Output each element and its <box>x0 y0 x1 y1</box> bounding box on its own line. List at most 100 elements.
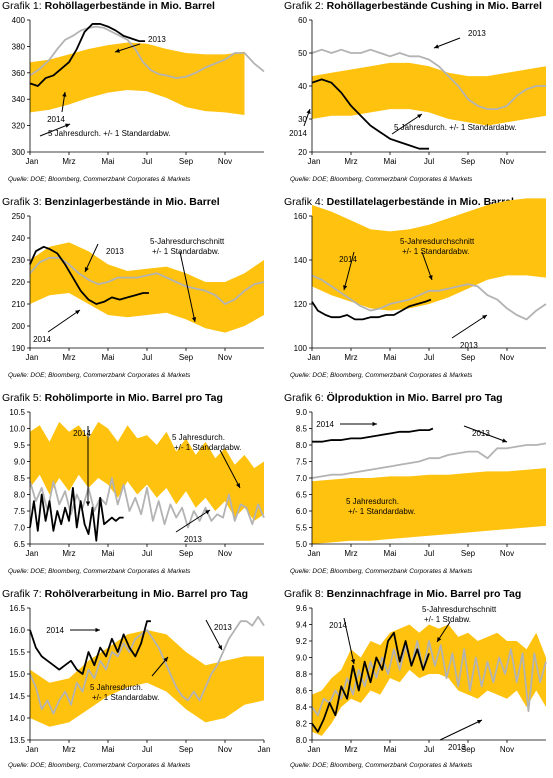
band-arrow-head <box>191 317 197 322</box>
series-2013-line <box>29 256 265 305</box>
chart-source: Quelle: DOE; Bloomberg, Commerzbank Corp… <box>290 568 473 575</box>
label-2013: 2013 <box>148 35 166 44</box>
series-2013-line <box>29 615 265 715</box>
chart-title: Grafik 7: Rohölverarbeitung in Mio. Barr… <box>2 588 249 600</box>
x-tick-label: Mai <box>384 745 397 754</box>
series-2014-line <box>29 487 124 542</box>
y-tick-label: 9.0 <box>296 654 308 663</box>
y-tick-label: 240 <box>12 234 26 243</box>
y-tick-label: 8.8 <box>296 670 308 679</box>
chart-svg: 190 200 210 220 230 240 250 Jan Mrz Mai Jul Sep Nov 2… <box>12 212 265 362</box>
label-2013-arrow-head <box>115 48 120 53</box>
label-2013-arrow <box>439 719 483 741</box>
x-tick-label: Nov <box>218 353 232 362</box>
label-2013: 2013 <box>448 743 466 752</box>
x-tick-label: Jul <box>424 353 434 362</box>
chart-panel-7: Grafik 7: Rohölverarbeitung in Mio. Barr… <box>0 588 270 778</box>
x-tick-label: Mai <box>384 549 397 558</box>
y-tick-label: 5.5 <box>296 524 308 533</box>
label-2013: 2013 <box>472 429 490 438</box>
x-tick-label: Sep <box>179 549 194 558</box>
y-tick-label: 8.0 <box>296 736 308 745</box>
y-tick-label: 190 <box>12 344 26 353</box>
x-tick-label: Jul <box>424 549 434 558</box>
y-tick-label: 220 <box>12 278 26 287</box>
chart-panel-5: Grafik 5: Rohölimporte in Mio. Barrel pr… <box>0 392 270 582</box>
chart-source: Quelle: DOE; Bloomberg, Commerzbank Corp… <box>8 372 191 379</box>
band-label-line-2: +/- 1 Standardabw. <box>92 693 159 702</box>
x-tick-label: Mai <box>102 745 115 754</box>
x-tick-label: Mrz <box>344 549 357 558</box>
x-tick-label: Jul <box>142 157 152 166</box>
label-2013-arrow-head <box>482 315 487 320</box>
y-tick-label: 210 <box>12 300 26 309</box>
series-2013-line <box>311 640 547 717</box>
x-tick-label: Jan <box>308 549 321 558</box>
band-label-line-1: 5-Jahresdurchschnitt <box>150 237 225 246</box>
band-label-line-2: +/- 1 Standardabw. <box>152 247 219 256</box>
y-tick-label: 7.5 <box>296 458 308 467</box>
x-tick-label: Jul <box>142 353 152 362</box>
x-tick-label: Sep <box>179 353 194 362</box>
y-tick-label: 14.0 <box>9 714 25 723</box>
x-tick-label: Jan <box>26 157 39 166</box>
series-2013-line <box>29 477 265 529</box>
chart-svg: 300 320 340 360 380 400 Jan Mrz Mai Jul Sep Nov 2014… <box>12 16 265 166</box>
x-tick-label: Mrz <box>62 549 75 558</box>
y-tick-label: 16.5 <box>9 604 25 613</box>
x-tick-label: Mai <box>102 353 115 362</box>
label-2014-arrow <box>343 251 355 291</box>
label-2013-arrow-head <box>477 719 482 724</box>
y-tick-label: 230 <box>12 256 26 265</box>
x-tick-label: Sep <box>179 745 194 754</box>
chart-title: Grafik 1: Rohöllagerbestände in Mio. Bar… <box>2 0 215 12</box>
y-tick-label: 15.5 <box>9 648 25 657</box>
series-2013-line <box>311 48 546 110</box>
x-tick-label: Mrz <box>344 745 357 754</box>
chart-source: Quelle: DOE; Bloomberg, Commerzbank Corp… <box>290 176 473 183</box>
x-tick-label: Mrz <box>62 353 75 362</box>
x-tick-label: Mrz <box>344 157 357 166</box>
y-tick-label: 7.0 <box>14 524 26 533</box>
label-2013-arrow <box>205 619 223 651</box>
label-2013-arrow-head <box>217 645 222 650</box>
chart-svg: 13.5 14.0 14.5 15.0 15.5 16.0 16.5 Jan Mrz Mai Jul… <box>9 604 270 754</box>
label-2013-arrow <box>175 509 211 533</box>
x-tick-label: Mai <box>102 549 115 558</box>
chart-title: Grafik 6: Ölproduktion in Mio. Barrel pr… <box>284 392 503 404</box>
x-tick-label: Sep <box>461 157 476 166</box>
band-label-line-1: 5 Jahresdurch. <box>346 497 399 506</box>
band-arrow <box>219 449 241 489</box>
y-tick-label: 16.0 <box>9 626 25 635</box>
band-label-line-2: +/- 1 Standardabw. <box>348 507 415 516</box>
y-tick-label: 8.4 <box>296 703 308 712</box>
y-tick-label: 15.0 <box>9 670 25 679</box>
y-tick-label: 9.0 <box>296 408 308 417</box>
chart-svg: 8.0 8.2 8.4 8.6 8.8 9.0 9.2 9.4 9.6 Jan Mrz Mai Jul S… <box>296 604 547 754</box>
x-tick-label: Mrz <box>62 745 75 754</box>
x-tick-label: Jan <box>26 745 39 754</box>
y-tick-label: 6.5 <box>14 540 26 549</box>
chart-source: Quelle: DOE; Bloomberg, Commerzbank Corp… <box>290 372 473 379</box>
y-tick-label: 120 <box>294 300 308 309</box>
label-2014: 2014 <box>73 429 91 438</box>
series-2014-line <box>311 298 432 321</box>
label-2014-arrow-head <box>350 659 356 664</box>
y-tick-label: 30 <box>298 115 307 124</box>
label-2013-arrow-head <box>205 510 210 515</box>
series-2014-line <box>29 23 146 87</box>
x-tick-label: Jan <box>26 549 39 558</box>
chart-title: Grafik 4: Destillatelagerbestände in Mio… <box>284 196 514 208</box>
y-tick-label: 40 <box>298 82 307 91</box>
series-2014-line <box>311 631 430 733</box>
chart-title: Grafik 5: Rohölimporte in Mio. Barrel pr… <box>2 392 223 404</box>
chart-panel-3: Grafik 3: Benzinlagerbestände in Mio. Ba… <box>0 196 270 386</box>
x-tick-label: Nov <box>500 353 514 362</box>
y-tick-label: 8.5 <box>14 474 26 483</box>
label-2014: 2014 <box>339 255 357 264</box>
label-2014-arrow <box>343 617 355 665</box>
label-2014-arrow <box>47 309 81 333</box>
label-2014: 2014 <box>316 420 334 429</box>
band-label: 5 Jahresdurch. +/- 1 Standardabw. <box>48 129 171 138</box>
label-2014: 2014 <box>289 129 307 138</box>
